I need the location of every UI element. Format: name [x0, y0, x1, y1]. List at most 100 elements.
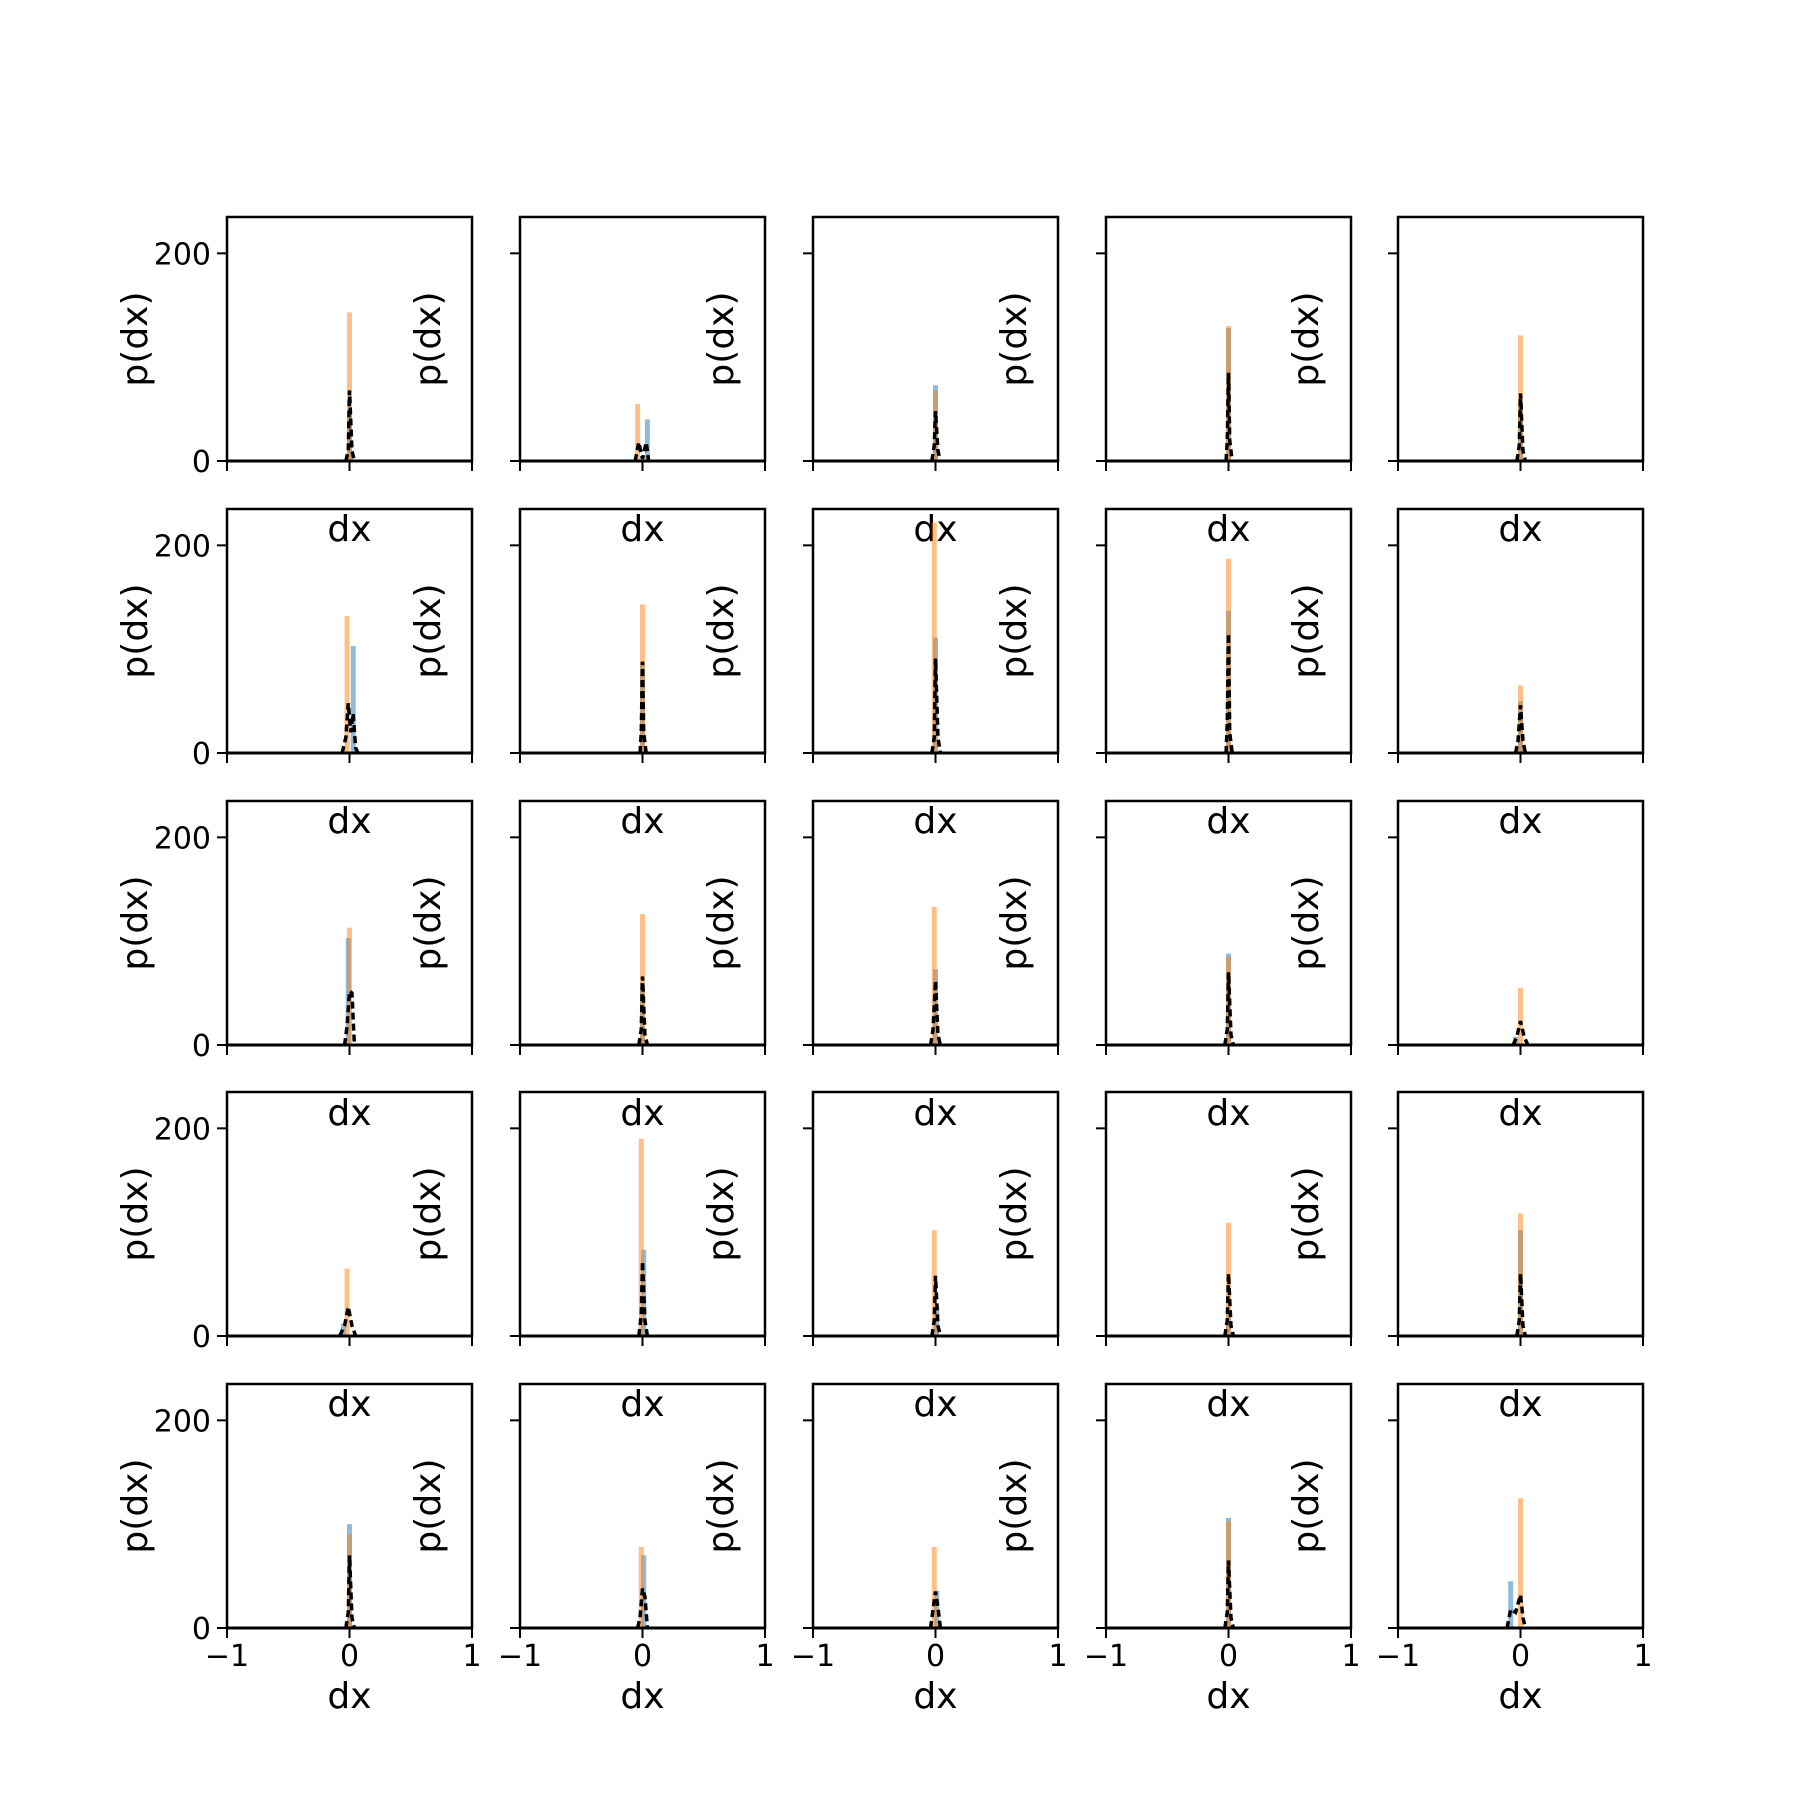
- x-axis-label: dx: [620, 1384, 664, 1425]
- histogram-bar-series_2: [931, 522, 937, 753]
- subplot-r1-c4: dx p(dx): [1286, 507, 1645, 842]
- x-tick-label: 0: [1511, 1639, 1530, 1674]
- histogram-bar-series_2: [638, 1547, 644, 1628]
- dashed-density-line: [930, 658, 943, 754]
- x-tick-label: −1: [498, 1639, 542, 1674]
- x-axis-label: dx: [1498, 509, 1542, 550]
- y-axis-label: p(dx): [408, 1458, 449, 1553]
- x-axis-label: dx: [327, 1676, 371, 1717]
- y-axis-label: p(dx): [115, 875, 156, 970]
- y-tick-label: 0: [192, 1320, 211, 1355]
- x-axis-label: dx: [620, 1676, 664, 1717]
- x-tick-label: 1: [1048, 1639, 1067, 1674]
- y-axis-label: p(dx): [994, 875, 1035, 970]
- y-tick-label: 200: [154, 1112, 211, 1147]
- x-axis-label: dx: [327, 801, 371, 842]
- dashed-density-line: [928, 980, 943, 1046]
- subplot-r2-c3: dx p(dx): [994, 799, 1353, 1134]
- histogram-bar-series_2: [1518, 1498, 1523, 1628]
- subplot-r3-c1: dx p(dx): [408, 1090, 767, 1425]
- x-axis-label: dx: [327, 509, 371, 550]
- y-axis-label: p(dx): [701, 291, 742, 386]
- y-axis-label: p(dx): [1286, 583, 1327, 678]
- subplot-r3-c3: dx p(dx): [994, 1090, 1353, 1425]
- subplot-r2-c1: dx p(dx): [408, 799, 767, 1134]
- subplot-r3-c4: dx p(dx): [1286, 1090, 1645, 1425]
- y-tick-label: 0: [192, 737, 211, 772]
- y-axis-label: p(dx): [701, 1458, 742, 1553]
- subplot-r1-c3: dx p(dx): [994, 507, 1353, 842]
- histogram-bar-series_1: [1508, 1581, 1514, 1628]
- dashed-density-line: [344, 390, 357, 462]
- x-tick-label: −1: [1084, 1639, 1128, 1674]
- y-axis-label: p(dx): [115, 583, 156, 678]
- dashed-density-line: [637, 1261, 650, 1337]
- subplot-r0-c4: dx p(dx): [1286, 215, 1645, 550]
- x-tick-label: 0: [926, 1639, 945, 1674]
- y-axis-label: p(dx): [1286, 1458, 1327, 1553]
- x-axis-label: dx: [913, 1093, 957, 1134]
- dashed-density-line: [1505, 1594, 1528, 1629]
- x-tick-label: 1: [462, 1639, 481, 1674]
- y-tick-label: 0: [192, 1612, 211, 1647]
- subplot-r3-c0: 0 200 dx p(dx): [115, 1090, 474, 1425]
- x-tick-label: 1: [755, 1639, 774, 1674]
- x-tick-label: 0: [1219, 1639, 1238, 1674]
- x-axis-label: dx: [620, 509, 664, 550]
- y-axis-label: p(dx): [994, 291, 1035, 386]
- dashed-density-line: [1223, 1560, 1236, 1629]
- subplot-r2-c0: 0 200 dx p(dx): [115, 799, 474, 1134]
- histogram-bar-series_2: [344, 615, 350, 753]
- x-tick-label: −1: [791, 1639, 835, 1674]
- x-axis-label: dx: [913, 1384, 957, 1425]
- subplot-r2-c4: dx p(dx): [1286, 799, 1645, 1134]
- dashed-density-line: [635, 1588, 650, 1629]
- histogram-bar-series_1: [350, 646, 356, 753]
- dashed-density-line: [637, 976, 650, 1046]
- dashed-density-line: [344, 1555, 357, 1629]
- y-axis-label: p(dx): [408, 291, 449, 386]
- y-tick-label: 0: [192, 1029, 211, 1064]
- y-axis-label: p(dx): [994, 583, 1035, 678]
- x-tick-label: −1: [1376, 1639, 1420, 1674]
- subplot-r4-c2: −1 0 1 dx p(dx): [701, 1382, 1068, 1717]
- subplot-r2-c2: dx p(dx): [701, 799, 1060, 1134]
- y-tick-label: 200: [154, 529, 211, 564]
- dashed-density-line: [342, 987, 357, 1046]
- x-axis-label: dx: [913, 1676, 957, 1717]
- y-axis-label: p(dx): [994, 1458, 1035, 1553]
- dashed-density-line: [638, 661, 648, 754]
- y-axis-label: p(dx): [408, 875, 449, 970]
- x-axis-label: dx: [1498, 1676, 1542, 1717]
- x-axis-label: dx: [1498, 1384, 1542, 1425]
- y-axis-label: p(dx): [1286, 875, 1327, 970]
- x-axis-label: dx: [620, 1093, 664, 1134]
- y-tick-label: 200: [154, 237, 211, 272]
- dashed-density-line: [1511, 1020, 1530, 1046]
- y-axis-label: p(dx): [115, 291, 156, 386]
- y-axis-label: p(dx): [701, 1166, 742, 1261]
- y-axis-label: p(dx): [701, 875, 742, 970]
- histogram-bar-series_2: [635, 403, 641, 461]
- histogram-bar-series_2: [931, 1547, 937, 1628]
- histogram-bar-series_2: [347, 927, 352, 1045]
- histogram-bar-series_2: [344, 1268, 350, 1336]
- y-axis-label: p(dx): [115, 1166, 156, 1261]
- x-axis-label: dx: [1206, 1093, 1250, 1134]
- subplot-r4-c4: −1 0 1 dx p(dx): [1286, 1382, 1653, 1717]
- y-tick-label: 0: [192, 445, 211, 480]
- y-axis-label: p(dx): [1286, 1166, 1327, 1261]
- dashed-density-line: [1513, 705, 1528, 754]
- histogram-bar-series_2: [347, 312, 352, 461]
- x-tick-label: 1: [1633, 1639, 1652, 1674]
- x-axis-label: dx: [620, 801, 664, 842]
- subplot-r1-c0: 0 200 dx p(dx): [115, 507, 474, 842]
- x-tick-label: 0: [633, 1639, 652, 1674]
- y-axis-label: p(dx): [701, 583, 742, 678]
- histogram-bar-series_2: [931, 906, 937, 1045]
- histogram-bar-series_2: [640, 604, 645, 753]
- y-axis-label: p(dx): [408, 1166, 449, 1261]
- histogram-bar-series_2: [1226, 558, 1231, 753]
